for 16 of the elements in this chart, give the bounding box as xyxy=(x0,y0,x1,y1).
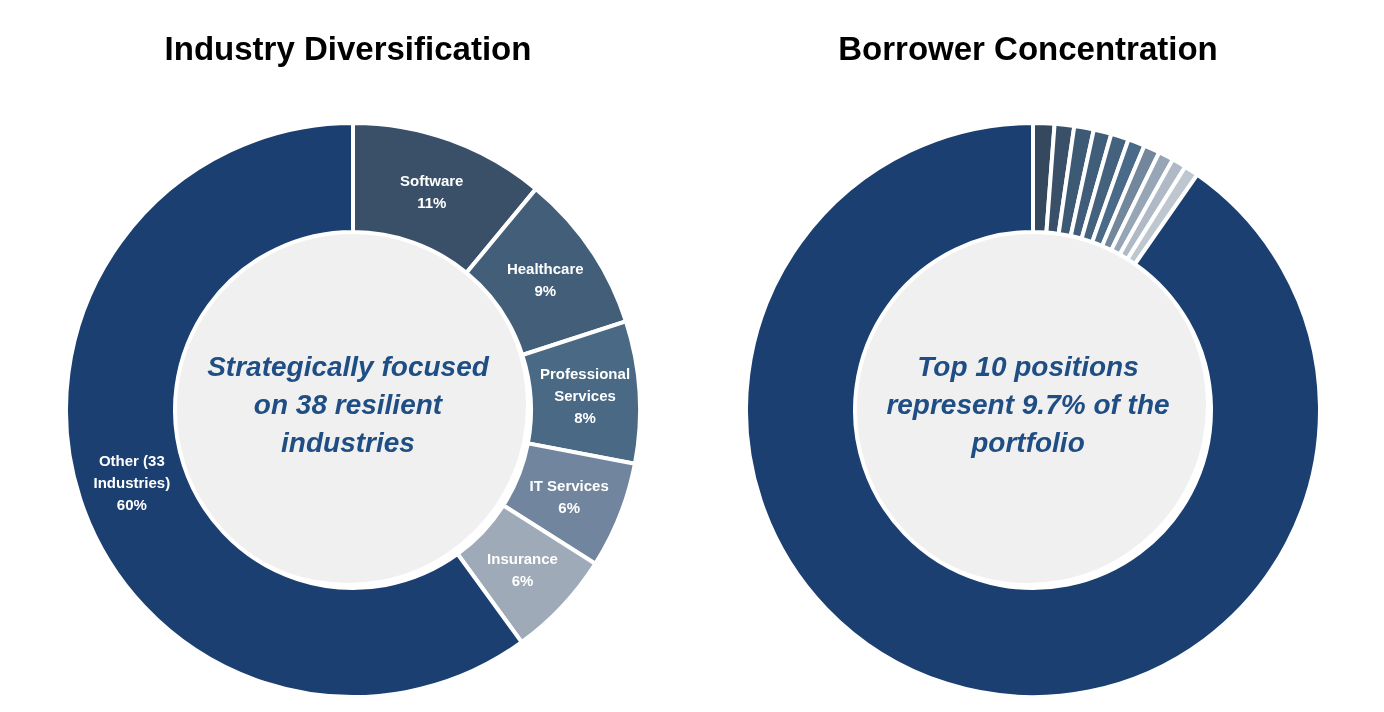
slice-label: Professional Services xyxy=(540,364,631,404)
data-label: 6% xyxy=(558,498,581,516)
slice-label: Software xyxy=(400,171,464,189)
text: Top 10 positions represent 9.7% of the portfolio xyxy=(885,350,1171,460)
slice-label: IT Services xyxy=(529,476,609,494)
slice-label: Insurance xyxy=(487,549,558,567)
data-label: 8% xyxy=(574,408,596,426)
slice-label: Other (33 Industries) xyxy=(93,451,171,491)
data-label: 9% xyxy=(534,281,557,299)
text: Strategically focused on 38 resilient industries xyxy=(206,350,491,460)
data-label: 60% xyxy=(116,495,147,513)
chart-title: Borrower Concentration xyxy=(837,30,1219,68)
chart-title: Industry Diversification xyxy=(163,30,533,68)
data-label: 6% xyxy=(511,571,534,589)
data-label: 11% xyxy=(417,193,447,211)
slice-label: Healthcare xyxy=(506,259,584,277)
